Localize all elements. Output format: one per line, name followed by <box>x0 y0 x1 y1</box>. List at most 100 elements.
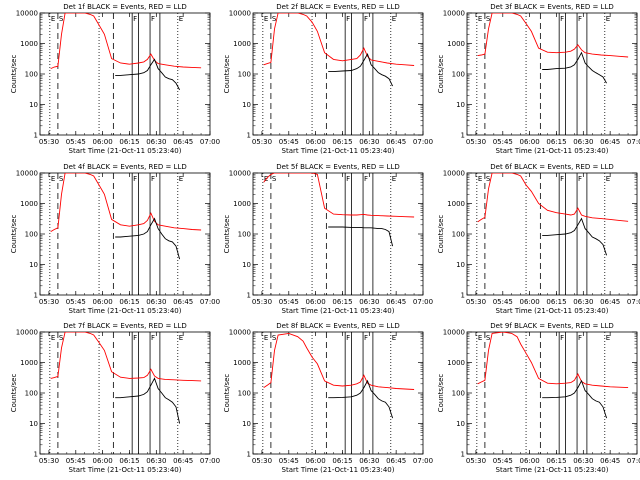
x-tick-label: 06:15 <box>546 298 566 306</box>
marker-label: E <box>392 334 396 342</box>
x-tick-label: 05:30 <box>39 298 59 306</box>
chart-panel-9: Det 9f BLACK = Events, RED = LLD 1 10 100 10… <box>437 322 640 474</box>
x-tick-label: 05:45 <box>493 457 513 465</box>
x-axis-label: Start Time (21-Oct-11 05:23:40) <box>496 307 609 315</box>
y-tick-label: 10 <box>242 420 251 428</box>
y-axis-label: Counts/sec <box>10 215 18 254</box>
marker-label: F <box>151 334 155 342</box>
y-tick-label: 10 <box>456 101 465 109</box>
x-tick-label: 06:00 <box>306 138 326 146</box>
y-tick-label: 1 <box>247 451 251 459</box>
x-tick-label: 06:30 <box>573 298 593 306</box>
series-line-events <box>328 226 394 247</box>
plot-frame <box>39 12 211 136</box>
x-tick-label: 06:45 <box>173 457 193 465</box>
y-tick-label: 100 <box>25 231 38 239</box>
marker-label: F <box>364 334 368 342</box>
series-line-lld <box>263 13 415 66</box>
marker-label: F <box>560 175 564 183</box>
x-tick-label: 07:00 <box>413 457 433 465</box>
marker-label: S <box>272 15 277 23</box>
marker-label: F <box>364 175 368 183</box>
chart-title: Det 3f BLACK = Events, RED = LLD <box>490 3 613 11</box>
x-tick-label: 06:30 <box>359 138 379 146</box>
x-tick-label: 06:30 <box>146 138 166 146</box>
marker-label: S <box>272 334 277 342</box>
y-tick-label: 10 <box>456 420 465 428</box>
chart-title: Det 1f BLACK = Events, RED = LLD <box>63 3 186 11</box>
y-tick-label: 10000 <box>443 10 465 18</box>
chart-title: Det 4f BLACK = Events, RED = LLD <box>63 163 186 171</box>
marker-label: E <box>51 334 55 342</box>
x-tick-label: 05:30 <box>252 457 272 465</box>
x-tick-label: 06:15 <box>546 457 566 465</box>
x-tick-label: 06:30 <box>359 457 379 465</box>
marker-label: E <box>179 334 183 342</box>
marker-label: S <box>59 15 64 23</box>
x-tick-label: 05:45 <box>279 298 299 306</box>
x-tick-label: 06:15 <box>546 138 566 146</box>
x-tick-label: 07:00 <box>200 457 220 465</box>
y-tick-label: 10000 <box>443 329 465 337</box>
series-line-lld <box>263 173 415 218</box>
y-tick-label: 1000 <box>447 200 465 208</box>
marker-label: E <box>51 15 55 23</box>
plot-frame <box>252 172 424 296</box>
series-line-events <box>328 53 394 87</box>
x-tick-label: 06:15 <box>119 457 139 465</box>
marker-label: S <box>59 175 64 183</box>
x-tick-label: 06:00 <box>93 298 113 306</box>
y-tick-label: 100 <box>238 71 251 79</box>
y-axis-label: Counts/sec <box>223 374 231 413</box>
marker-label: F <box>364 15 368 23</box>
x-tick-label: 06:30 <box>146 457 166 465</box>
y-tick-label: 100 <box>452 71 465 79</box>
y-tick-label: 100 <box>25 71 38 79</box>
x-tick-label: 05:45 <box>493 298 513 306</box>
y-tick-label: 1000 <box>233 40 251 48</box>
x-tick-label: 06:15 <box>332 298 352 306</box>
marker-label: E <box>478 15 482 23</box>
series-line-lld <box>477 332 629 389</box>
marker-label: E <box>392 15 396 23</box>
marker-label: E <box>478 334 482 342</box>
chart-panel-2: Det 2f BLACK = Events, RED = LLD 1 10 100 10… <box>223 3 433 155</box>
x-tick-label: 06:30 <box>146 298 166 306</box>
x-axis-label: Start Time (21-Oct-11 05:23:40) <box>69 147 182 155</box>
x-tick-label: 07:00 <box>200 138 220 146</box>
y-tick-label: 10 <box>29 420 38 428</box>
plot-frame <box>466 331 638 455</box>
y-tick-label: 1000 <box>233 359 251 367</box>
x-axis-label: Start Time (21-Oct-11 05:23:40) <box>69 466 182 474</box>
marker-label: E <box>264 15 268 23</box>
plot-frame <box>252 331 424 455</box>
marker-label: E <box>478 175 482 183</box>
marker-label: E <box>606 334 610 342</box>
chart-panel-3: Det 3f BLACK = Events, RED = LLD 1 10 100 10… <box>437 3 640 155</box>
y-tick-label: 1 <box>34 292 38 300</box>
y-tick-label: 10000 <box>16 170 38 178</box>
series-line-events <box>115 58 180 91</box>
x-tick-label: 06:30 <box>573 457 593 465</box>
y-tick-label: 1 <box>461 451 465 459</box>
x-tick-label: 06:15 <box>119 138 139 146</box>
x-tick-label: 05:30 <box>39 457 59 465</box>
x-tick-label: 05:45 <box>66 138 86 146</box>
y-tick-label: 100 <box>238 231 251 239</box>
y-tick-label: 1 <box>34 451 38 459</box>
marker-label: E <box>51 175 55 183</box>
x-axis-label: Start Time (21-Oct-11 05:23:40) <box>282 147 395 155</box>
chart-panel-8: Det 8f BLACK = Events, RED = LLD 1 10 100 10… <box>223 322 433 474</box>
marker-label: F <box>560 334 564 342</box>
x-tick-label: 05:45 <box>279 457 299 465</box>
plot-frame <box>466 12 638 136</box>
marker-label: F <box>560 15 564 23</box>
chart-panel-4: Det 4f BLACK = Events, RED = LLD 1 10 100 10… <box>10 163 220 315</box>
marker-label: F <box>578 15 582 23</box>
y-tick-label: 1000 <box>20 200 38 208</box>
marker-label: S <box>59 334 64 342</box>
marker-label: S <box>486 175 491 183</box>
marker-label: E <box>179 15 183 23</box>
series-line-lld <box>263 332 415 390</box>
